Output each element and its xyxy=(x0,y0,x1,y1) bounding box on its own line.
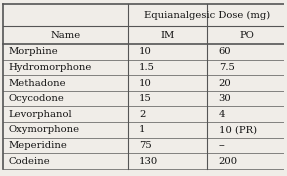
Text: 60: 60 xyxy=(219,47,231,56)
Text: 1: 1 xyxy=(139,125,146,134)
Text: IM: IM xyxy=(160,31,175,40)
Text: Methadone: Methadone xyxy=(9,78,66,87)
Text: 15: 15 xyxy=(139,94,152,103)
Text: 7.5: 7.5 xyxy=(219,63,234,72)
Text: Hydromorphone: Hydromorphone xyxy=(9,63,92,72)
Text: 130: 130 xyxy=(139,157,158,166)
Text: Equianalgesic Dose (mg): Equianalgesic Dose (mg) xyxy=(144,10,270,20)
Text: Levorphanol: Levorphanol xyxy=(9,110,72,119)
Text: Name: Name xyxy=(50,31,80,40)
Text: PO: PO xyxy=(240,31,255,40)
Text: Ocycodone: Ocycodone xyxy=(9,94,64,103)
Text: 20: 20 xyxy=(219,78,231,87)
Text: 75: 75 xyxy=(139,141,152,150)
Text: Meperidine: Meperidine xyxy=(9,141,67,150)
Text: 2: 2 xyxy=(139,110,146,119)
Text: --: -- xyxy=(219,141,225,150)
Text: 10: 10 xyxy=(139,47,152,56)
Text: Codeine: Codeine xyxy=(9,157,50,166)
Text: 30: 30 xyxy=(219,94,231,103)
Text: 10 (PR): 10 (PR) xyxy=(219,125,257,134)
Text: Morphine: Morphine xyxy=(9,47,58,56)
Text: 1.5: 1.5 xyxy=(139,63,155,72)
Text: Oxymorphone: Oxymorphone xyxy=(9,125,80,134)
Text: 4: 4 xyxy=(219,110,225,119)
Text: 10: 10 xyxy=(139,78,152,87)
Text: 200: 200 xyxy=(219,157,238,166)
